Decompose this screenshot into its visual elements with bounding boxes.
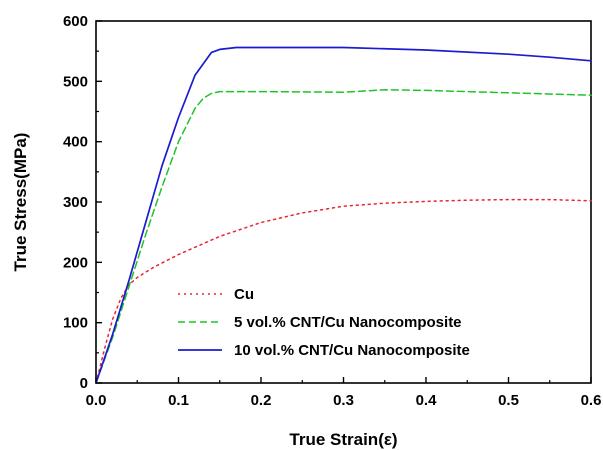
x-tick-label: 0.0 <box>86 392 107 409</box>
legend-label-3: 10 vol.% CNT/Cu Nanocomposite <box>234 342 470 359</box>
y-tick-label: 400 <box>63 134 88 151</box>
series-line-1 <box>95 198 592 384</box>
y-tick-label: 300 <box>63 194 88 211</box>
y-tick-label: 200 <box>63 254 88 271</box>
y-tick-label: 600 <box>63 13 88 30</box>
x-tick-label: 0.4 <box>416 392 438 409</box>
y-tick-label: 0 <box>80 375 88 392</box>
legend-label-2: 5 vol.% CNT/Cu Nanocomposite <box>234 314 462 331</box>
series-line-3 <box>95 46 592 384</box>
series-line-2 <box>95 89 592 384</box>
x-tick-label: 0.6 <box>581 392 602 409</box>
y-tick-label: 500 <box>63 73 88 90</box>
x-tick-label: 0.1 <box>168 392 189 409</box>
x-tick-label: 0.3 <box>333 392 354 409</box>
legend-label-1: Cu <box>234 286 254 303</box>
series-layer <box>95 46 592 384</box>
x-tick-label: 0.5 <box>498 392 519 409</box>
x-axis-ticks: 0.0 0.1 0.2 0.3 0.4 0.5 0.6 <box>86 377 602 409</box>
y-axis-label: True Stress(MPa) <box>11 133 30 272</box>
x-axis-label: True Strain(ε) <box>289 430 397 449</box>
y-tick-label: 100 <box>63 315 88 332</box>
y-axis-ticks: 0 100 200 300 400 500 600 <box>63 13 102 392</box>
legend: Cu 5 vol.% CNT/Cu Nanocomposite 10 vol.% C… <box>178 286 470 359</box>
x-tick-label: 0.2 <box>251 392 272 409</box>
